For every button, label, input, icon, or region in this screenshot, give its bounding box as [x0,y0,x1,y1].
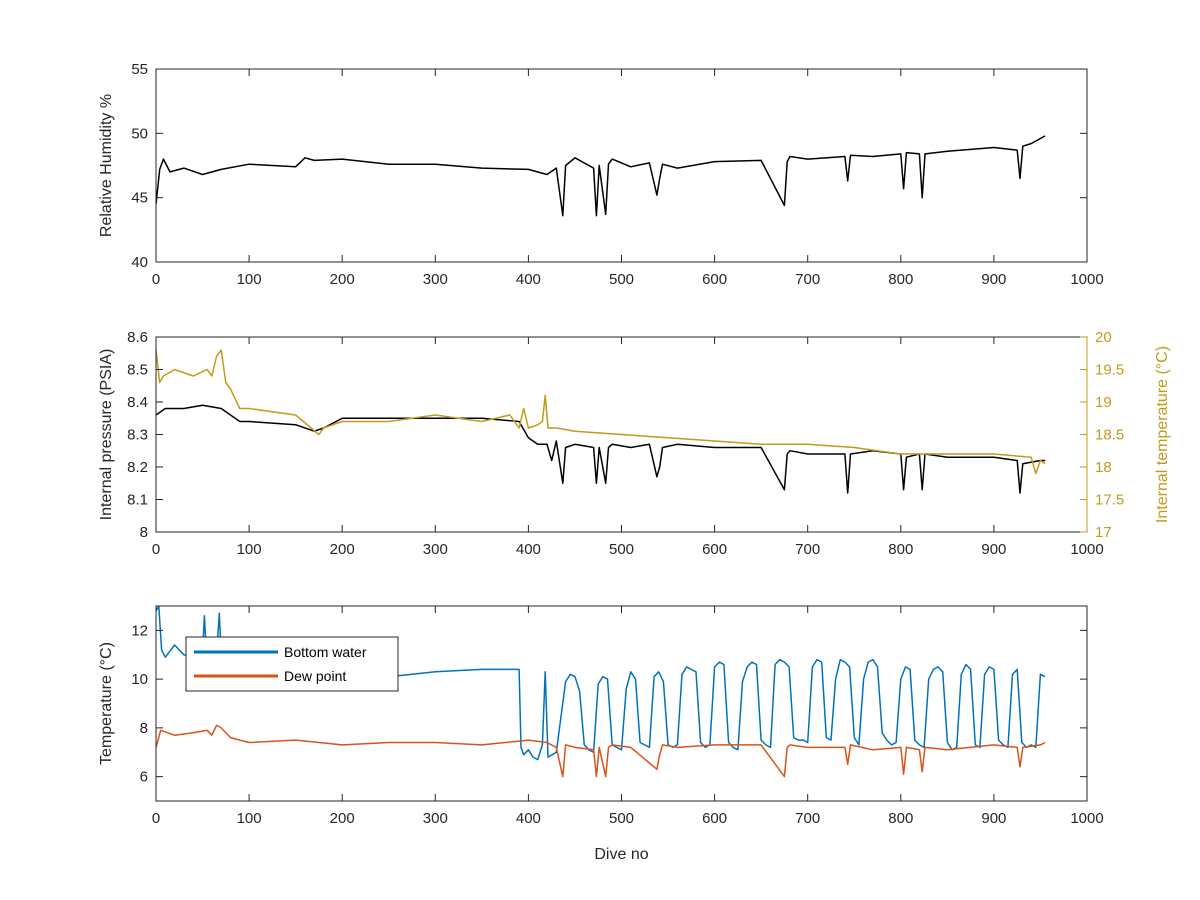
panel-1-ytick-right-label-3: 18.5 [1095,427,1124,444]
panel-1-xtick-label-8: 800 [888,541,913,558]
panel-0-ytick-label-2: 50 [131,125,148,142]
panel-0-xtick-label-9: 900 [981,271,1006,288]
panels: 0 100 200 300 400 500 600 700 800 900 100040455055… [98,61,1171,863]
panel-2-xtick-label-0: 0 [152,810,160,827]
panel-1-xtick-label-7: 700 [795,541,820,558]
panel-1-ytick-right-label-0: 17 [1095,524,1112,541]
panel-0-xtick-label-10: 1000 [1070,271,1103,288]
panel-0-xtick-label-8: 800 [888,271,913,288]
panel-2-xtick-label-8: 800 [888,810,913,827]
panel-2-line-dew-point [156,724,1046,778]
panel-2-xtick-label-6: 600 [702,810,727,827]
panel-1-ytick-right-label-2: 18 [1095,459,1112,476]
panel-2-xlabel: Dive no [594,846,648,863]
panel-0-ytick-label-3: 55 [131,61,148,78]
panel-2-ytick-label-2: 10 [131,671,148,688]
panel-1-xtick-label-9: 900 [981,541,1006,558]
panel-2-ylabel: Temperature (°C) [98,642,115,765]
panel-1-xtick-label-0: 0 [152,541,160,558]
panel-0-ytick-label-1: 45 [131,190,148,207]
panel-1-ytick-label-1: 8.1 [127,492,148,509]
panel-1-ytick-right-label-4: 19 [1095,394,1112,411]
panel-1-ytick-label-5: 8.5 [127,362,148,379]
panel-2-line-bottom-water [156,606,1046,761]
panel-1: 0 100 200 300 400 500 600 700 800 900 1000 8 8.1 8.2 8… [98,329,1171,558]
panel-2-xtick-label-1: 100 [237,810,262,827]
panel-1-ytick-label-4: 8.4 [127,394,148,411]
panel-0-xtick-label-3: 300 [423,271,448,288]
panel-1-xtick-label-5: 500 [609,541,634,558]
panel-2-ytick-label-0: 6 [140,769,148,786]
panel-2-ytick-label-3: 12 [131,622,148,639]
panel-0-line-series-0 [156,135,1046,217]
panel-2-xtick-label-7: 700 [795,810,820,827]
legend-box [185,636,399,692]
panel-0-xtick-label-2: 200 [330,271,355,288]
panel-0-ylabel: Relative Humidity % [98,94,115,237]
panel-0-ytick-label-0: 40 [131,254,148,271]
panel-1-ylabel-right: Internal temperature (°C) [1154,346,1171,523]
panel-1-xtick-label-10: 1000 [1070,541,1103,558]
legend-label-bottom-water: Bottom water [284,644,367,660]
panel-1-line-series-0 [156,404,1046,494]
panel-1-ytick-label-0: 8 [140,524,148,541]
panel-2: 0 100 200 300 400 500 600 700 800 900 1000 6 8 10 12 Te… [98,605,1104,863]
panel-1-ylabel: Internal pressure (PSIA) [98,349,115,521]
panel-0-xtick-label-6: 600 [702,271,727,288]
panel-2-ytick-label-1: 8 [140,720,148,737]
panel-1-ytick-right-label-1: 17.5 [1095,492,1124,509]
panel-1-xtick-label-2: 200 [330,541,355,558]
panel-2-xtick-label-9: 900 [981,810,1006,827]
panel-1-ytick-label-2: 8.2 [127,459,148,476]
panel-2-xtick-label-10: 1000 [1070,810,1103,827]
panel-2-xtick-label-3: 300 [423,810,448,827]
panel-1-ytick-label-6: 8.6 [127,329,148,346]
panel-0-xtick-label-4: 400 [516,271,541,288]
panel-1-xtick-label-6: 600 [702,541,727,558]
panel-1-ytick-label-3: 8.3 [127,427,148,444]
panel-2-xtick-label-4: 400 [516,810,541,827]
panel-0-xtick-label-1: 100 [237,271,262,288]
panel-1-line-series-1 [156,349,1046,475]
panel-1-xtick-label-3: 300 [423,541,448,558]
panel-0-xtick-label-7: 700 [795,271,820,288]
panel-1-ytick-right-label-5: 19.5 [1095,362,1124,379]
panel-2-xtick-label-5: 500 [609,810,634,827]
legend: Bottom water Dew point [185,636,399,692]
legend-label-dew-point: Dew point [284,668,346,684]
panel-1-xtick-label-1: 100 [237,541,262,558]
panel-0-xtick-label-0: 0 [152,271,160,288]
panel-0: 0 100 200 300 400 500 600 700 800 900 1000 40 45 50 55… [98,61,1104,288]
panel-1-ytick-right-label-6: 20 [1095,329,1112,346]
panel-0-xtick-label-5: 500 [609,271,634,288]
panel-1-xtick-label-4: 400 [516,541,541,558]
panel-2-xtick-label-2: 200 [330,810,355,827]
